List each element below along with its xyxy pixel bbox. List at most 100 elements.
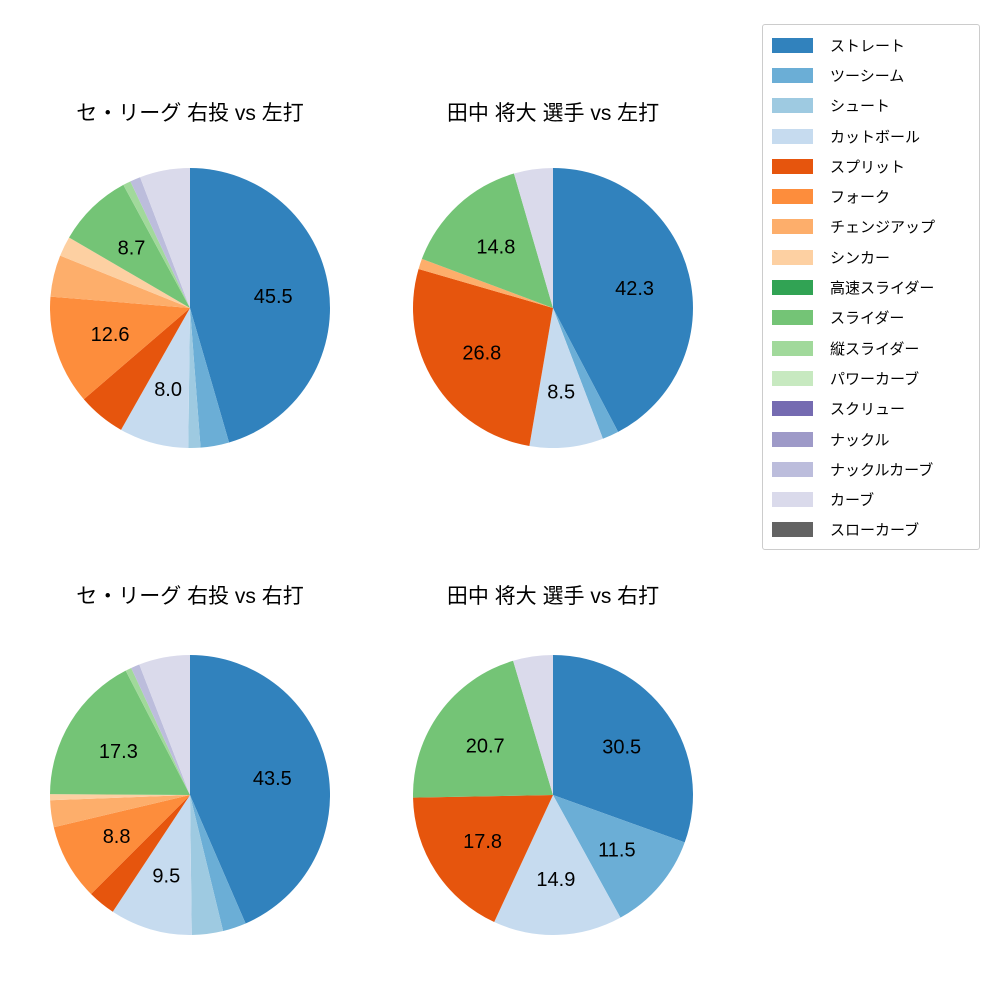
- pie-slice: [50, 794, 190, 801]
- pie-slice: [413, 268, 553, 446]
- slice-value-label: 42.3: [615, 278, 654, 300]
- slice-value-label: 17.8: [463, 831, 502, 853]
- pie-slice: [494, 795, 621, 935]
- pie-slice: [553, 795, 685, 918]
- legend-item: 高速スライダー: [763, 272, 979, 302]
- slice-value-label: 26.8: [462, 343, 501, 365]
- legend-label: フォーク: [830, 189, 891, 207]
- legend-item: ストレート: [763, 30, 979, 60]
- pie-slice: [125, 667, 190, 795]
- legend-swatch: [772, 37, 813, 53]
- legend-swatch: [772, 461, 813, 477]
- legend-label: スローカーブ: [830, 522, 920, 540]
- pie-slice: [91, 795, 190, 912]
- legend-item: シンカー: [763, 242, 979, 272]
- pie-slice: [83, 308, 190, 430]
- legend-item: カットボール: [763, 121, 979, 151]
- legend-swatch: [772, 280, 813, 296]
- legend-item: カーブ: [763, 484, 979, 514]
- legend-label: 高速スライダー: [830, 280, 935, 298]
- pie-slice: [553, 168, 693, 432]
- legend-label: スライダー: [830, 310, 905, 328]
- slice-value-label: 8.5: [547, 382, 575, 404]
- legend-label: ナックルカーブ: [830, 461, 934, 479]
- legend-swatch: [772, 67, 813, 83]
- pie-slice: [190, 168, 330, 443]
- pie-ce-league-vs-right: 43.5 9.5 8.8 17.3: [50, 655, 330, 935]
- legend-swatch: [772, 431, 813, 447]
- pie-slice: [413, 795, 553, 923]
- legend-label: スクリュー: [830, 401, 906, 419]
- pie-tanaka-vs-right: 30.5 11.5 14.9 17.8 20.7: [413, 655, 693, 935]
- slice-value-label: 11.5: [598, 840, 635, 862]
- pie-slice: [69, 184, 190, 308]
- chart-title-tanaka-vs-left: 田中 将大 選手 vs 左打: [446, 102, 660, 125]
- pie-slice: [190, 308, 230, 448]
- pie-svg: 43.5 9.5 8.8 17.3: [50, 655, 330, 935]
- legend-swatch: [772, 310, 813, 326]
- legend-swatch: [772, 522, 813, 538]
- legend-swatch: [772, 249, 813, 265]
- legend-label: ストレート: [830, 37, 906, 55]
- legend-label: 縦スライダー: [830, 340, 920, 358]
- pie-slice: [553, 655, 693, 843]
- pie-slice: [418, 258, 553, 308]
- pie-svg: 45.5 8.0 12.6 8.7: [50, 168, 330, 448]
- slice-value-label: 14.8: [476, 236, 515, 258]
- pie-slice: [50, 795, 190, 828]
- slice-value-label: 8.0: [154, 379, 182, 401]
- slice-value-label: 8.8: [103, 826, 131, 848]
- chart-title-ce-league-vs-right: セ・リーグ 右投 vs 右打: [76, 585, 304, 608]
- pie-slice: [123, 181, 190, 308]
- legend-label: パワーカーブ: [830, 370, 920, 388]
- slice-value-label: 9.5: [152, 866, 180, 888]
- legend-item: スクリュー: [763, 394, 979, 424]
- legend-swatch: [772, 492, 813, 508]
- slice-value-label: 17.3: [99, 741, 138, 763]
- pie-slice: [50, 670, 190, 795]
- chart-title-ce-league-vs-left: セ・リーグ 右投 vs 左打: [76, 102, 304, 125]
- pie-slice: [188, 308, 201, 448]
- legend: ストレートツーシームシュートカットボール スプリットフォークチェンジアップ シンカー…: [762, 24, 980, 550]
- pie-slice: [112, 795, 192, 935]
- legend-label: シンカー: [830, 249, 891, 267]
- legend-label: スプリット: [830, 158, 906, 176]
- pie-slice: [131, 664, 190, 795]
- legend-item: シュート: [763, 91, 979, 121]
- legend-swatch: [772, 128, 813, 144]
- slice-value-label: 12.6: [91, 324, 130, 346]
- legend-item: ナックルカーブ: [763, 454, 979, 484]
- legend-swatch: [772, 370, 813, 386]
- legend-item: パワーカーブ: [763, 363, 979, 393]
- slice-value-label: 30.5: [602, 737, 641, 759]
- pie-slice: [513, 168, 553, 308]
- legend-item: ナックル: [763, 424, 979, 454]
- pie-slice: [413, 660, 553, 798]
- legend-swatch: [772, 219, 813, 235]
- pie-slice: [190, 795, 224, 935]
- legend-item: スライダー: [763, 303, 979, 333]
- pie-svg: 42.3 8.5 26.8 14.8: [413, 168, 693, 448]
- legend-item: ツーシーム: [763, 60, 979, 90]
- legend-swatch: [772, 158, 813, 174]
- legend-label: ツーシーム: [830, 67, 905, 85]
- legend-item: チェンジアップ: [763, 212, 979, 242]
- pie-slice: [50, 296, 190, 400]
- legend-label: ナックル: [830, 431, 890, 449]
- legend-label: チェンジアップ: [830, 219, 936, 237]
- legend-item: 縦スライダー: [763, 333, 979, 363]
- legend-swatch: [772, 189, 813, 205]
- pie-slice: [421, 173, 553, 308]
- legend-label: カットボール: [830, 128, 921, 146]
- legend-label: カーブ: [830, 492, 875, 510]
- legend-item: スローカーブ: [763, 515, 979, 545]
- pie-slice: [553, 308, 619, 439]
- pie-slice: [190, 655, 330, 924]
- pie-slice: [140, 168, 190, 308]
- pie-slice: [53, 795, 190, 894]
- pie-slice: [121, 308, 190, 448]
- pie-ce-league-vs-left: 45.5 8.0 12.6 8.7: [50, 168, 330, 448]
- slice-value-label: 43.5: [253, 768, 292, 790]
- chart-title-tanaka-vs-right: 田中 将大 選手 vs 右打: [446, 585, 660, 608]
